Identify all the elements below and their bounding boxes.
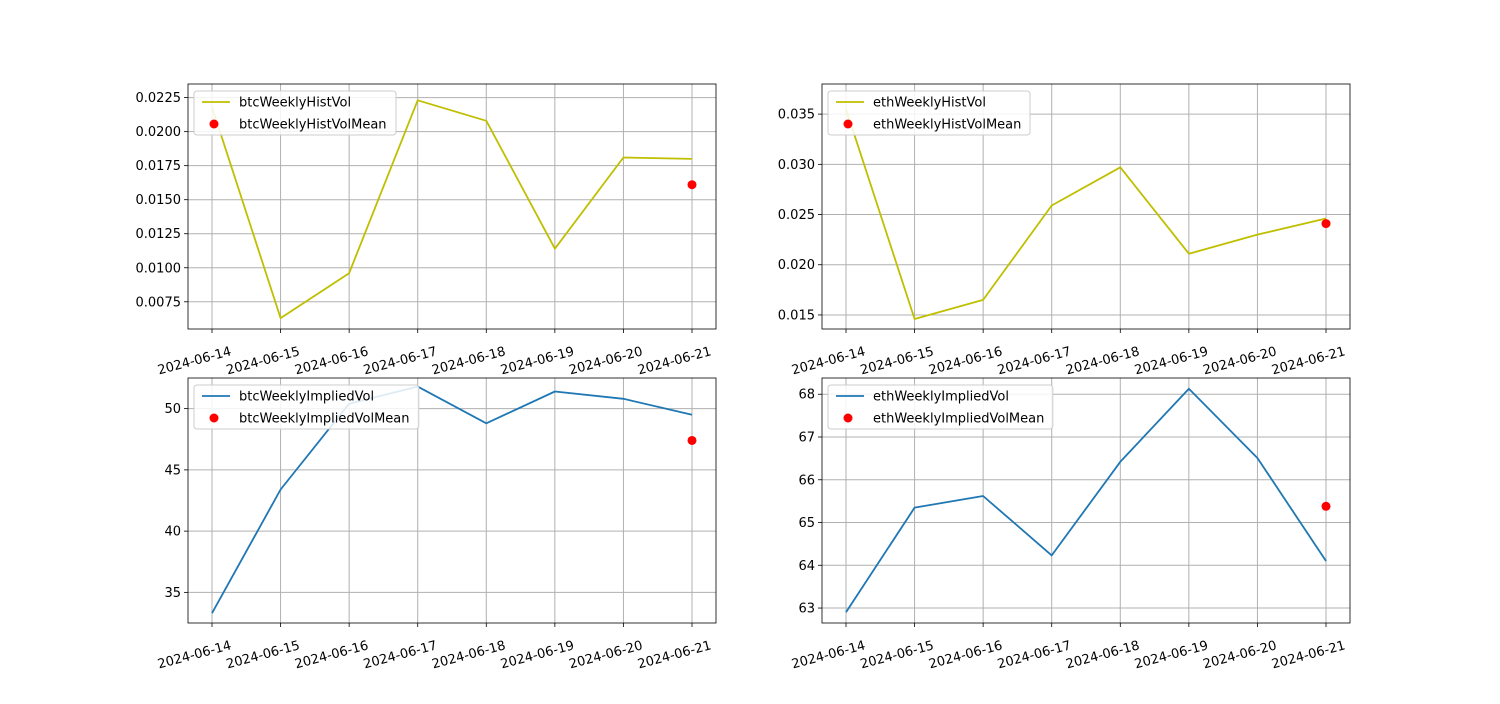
x-tick-label: 2024-06-21 (1270, 638, 1347, 672)
mean-point-ethWeeklyHistVolMean (1321, 219, 1331, 229)
legend: btcWeeklyImpliedVol btcWeeklyImpliedVolMe… (193, 384, 420, 430)
y-tick-label: 0.0125 (136, 227, 182, 242)
subplot-4: 2024-06-142024-06-152024-06-162024-06-17… (790, 377, 1351, 672)
x-tick-label: 2024-06-17 (996, 344, 1073, 378)
y-tick-label: 0.020 (778, 258, 815, 273)
x-tick-label: 2024-06-16 (927, 638, 1004, 672)
legend: ethWeeklyHistVol ethWeeklyHistVolMean (827, 90, 1031, 136)
series-line-ethWeeklyImpliedVol (845, 387, 1327, 613)
legend-point-swatch (843, 119, 853, 129)
y-tick-label: 65 (798, 516, 815, 531)
legend-box (193, 90, 397, 136)
x-tick-label: 2024-06-20 (568, 344, 645, 378)
legend-label: ethWeeklyHistVolMean (873, 118, 1021, 133)
x-tick-label: 2024-06-18 (430, 344, 507, 378)
x-tick-label: 2024-06-14 (156, 344, 233, 378)
y-tick-label: 35 (164, 586, 181, 601)
legend-label: ethWeeklyImpliedVolMean (873, 412, 1044, 427)
x-tick-label: 2024-06-14 (156, 638, 233, 672)
legend: ethWeeklyImpliedVol ethWeeklyImpliedVolMe… (827, 384, 1054, 430)
x-tick-label: 2024-06-18 (1064, 344, 1141, 378)
y-tick-label: 40 (164, 525, 181, 540)
legend-label: btcWeeklyHistVolMean (239, 118, 387, 133)
mean-point-ethWeeklyImpliedVolMean (1321, 501, 1331, 511)
y-tick-label: 0.0150 (136, 193, 182, 208)
y-tick-label: 50 (164, 402, 181, 417)
x-tick-label: 2024-06-16 (293, 638, 370, 672)
x-tick-label: 2024-06-19 (499, 344, 576, 378)
x-tick-label: 2024-06-20 (568, 638, 645, 672)
legend-point-swatch (843, 413, 853, 423)
x-tick-label: 2024-06-19 (1133, 344, 1210, 378)
y-tick-label: 0.035 (778, 108, 815, 123)
x-tick-label: 2024-06-16 (293, 344, 370, 378)
subplot-3: 2024-06-142024-06-152024-06-162024-06-17… (156, 377, 717, 672)
series-line-btcWeeklyImpliedVol (211, 385, 693, 614)
x-tick-label: 2024-06-18 (1064, 638, 1141, 672)
legend-box (827, 384, 1054, 430)
x-tick-label: 2024-06-19 (499, 638, 576, 672)
mean-point-btcWeeklyImpliedVolMean (687, 435, 697, 445)
subplot-2: 2024-06-142024-06-152024-06-162024-06-17… (778, 83, 1351, 378)
y-tick-label: 45 (164, 463, 181, 478)
subplot-1: 2024-06-142024-06-152024-06-162024-06-17… (136, 83, 717, 378)
y-tick-label: 0.015 (778, 308, 815, 323)
axes-frame (821, 377, 1351, 624)
x-tick-label: 2024-06-19 (1133, 638, 1210, 672)
legend-label: btcWeeklyHistVol (239, 96, 351, 111)
legend-point-swatch (209, 413, 219, 423)
x-tick-label: 2024-06-15 (859, 344, 936, 378)
y-tick-label: 0.0075 (136, 295, 182, 310)
x-tick-label: 2024-06-14 (790, 638, 867, 672)
y-tick-label: 63 (798, 602, 815, 617)
x-tick-label: 2024-06-21 (636, 638, 713, 672)
legend-box (827, 90, 1031, 136)
x-tick-label: 2024-06-15 (225, 344, 302, 378)
x-tick-label: 2024-06-20 (1202, 344, 1279, 378)
x-tick-label: 2024-06-17 (362, 638, 439, 672)
y-tick-label: 68 (798, 388, 815, 403)
legend-box (193, 384, 420, 430)
x-tick-label: 2024-06-17 (996, 638, 1073, 672)
legend-label: ethWeeklyImpliedVol (873, 390, 1009, 405)
x-tick-label: 2024-06-20 (1202, 638, 1279, 672)
axes-frame (821, 83, 1351, 330)
mean-point-btcWeeklyHistVolMean (687, 180, 697, 190)
y-tick-label: 0.0225 (136, 91, 182, 106)
x-tick-label: 2024-06-21 (1270, 344, 1347, 378)
y-tick-label: 0.025 (778, 208, 815, 223)
y-tick-label: 0.0175 (136, 159, 182, 174)
series-line-ethWeeklyHistVol (845, 108, 1327, 320)
legend: btcWeeklyHistVol btcWeeklyHistVolMean (193, 90, 397, 136)
series-line-btcWeeklyHistVol (211, 99, 693, 320)
y-tick-label: 66 (798, 473, 815, 488)
x-tick-label: 2024-06-16 (927, 344, 1004, 378)
legend-label: ethWeeklyHistVol (873, 96, 986, 111)
legend-label: btcWeeklyImpliedVolMean (239, 412, 410, 427)
legend-point-swatch (209, 119, 219, 129)
x-tick-label: 2024-06-18 (430, 638, 507, 672)
x-tick-label: 2024-06-14 (790, 344, 867, 378)
axes-frame (187, 377, 717, 624)
axes-frame (187, 83, 717, 330)
x-tick-label: 2024-06-17 (362, 344, 439, 378)
x-tick-label: 2024-06-15 (859, 638, 936, 672)
y-tick-label: 0.0100 (136, 261, 182, 276)
y-tick-label: 64 (798, 559, 815, 574)
y-tick-label: 0.030 (778, 158, 815, 173)
y-tick-label: 0.0200 (136, 125, 182, 140)
x-tick-label: 2024-06-21 (636, 344, 713, 378)
y-tick-label: 67 (798, 431, 815, 446)
x-tick-label: 2024-06-15 (225, 638, 302, 672)
legend-label: btcWeeklyImpliedVol (239, 390, 374, 405)
